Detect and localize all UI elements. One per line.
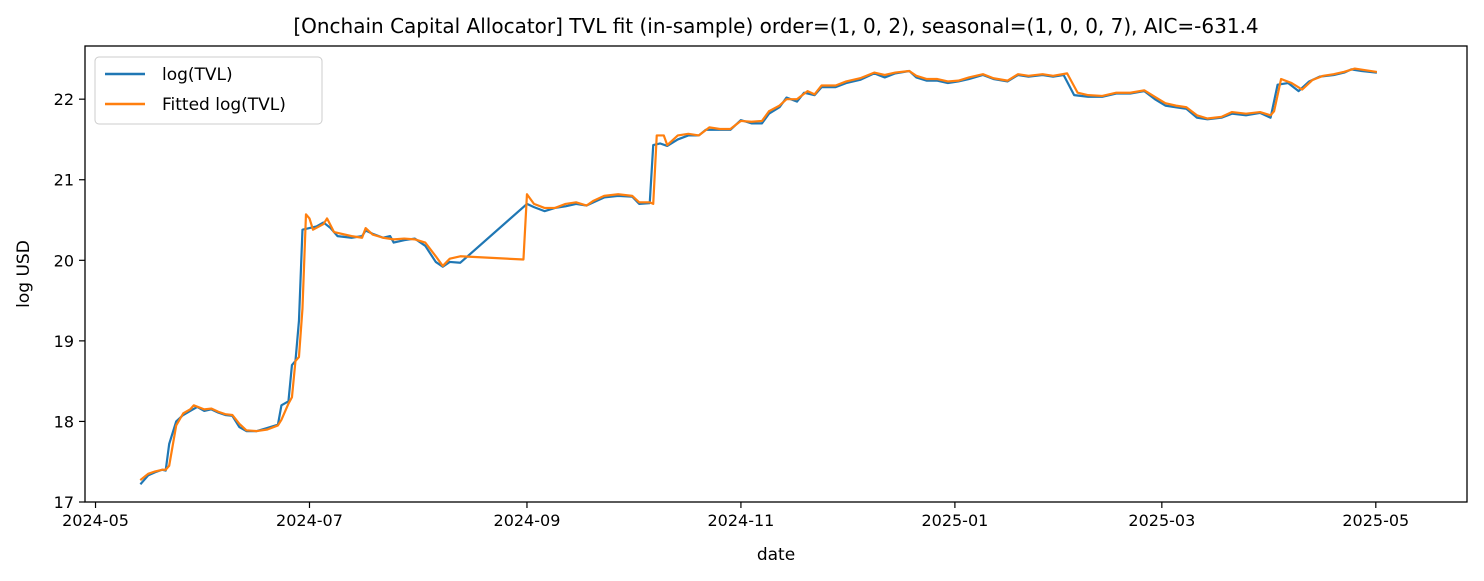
y-axis: 17 18 19 20 21 22 <box>54 90 85 512</box>
legend-label-log-tvl: log(TVL) <box>162 65 233 85</box>
y-tick-label: 17 <box>54 493 74 512</box>
x-tick-label: 2024-07 <box>276 511 343 530</box>
series-line-log-tvl <box>139 68 1378 486</box>
x-tick-label: 2025-01 <box>921 511 988 530</box>
y-tick-label: 21 <box>54 171 74 190</box>
series-line-fitted-log-tvl <box>139 67 1378 481</box>
x-axis: 2024-05 2024-07 2024-09 2024-11 2025-01 2025-… <box>62 502 1409 530</box>
series-layer <box>139 67 1378 486</box>
legend-frame <box>94 56 323 125</box>
legend-label-fitted-log-tvl: Fitted log(TVL) <box>162 95 286 115</box>
y-tick-label: 19 <box>54 332 74 351</box>
y-tick-label: 18 <box>54 412 74 431</box>
legend: log(TVL) Fitted log(TVL) <box>94 56 323 125</box>
x-tick-label: 2025-03 <box>1128 511 1195 530</box>
y-axis-label: log USD <box>14 240 34 308</box>
x-axis-label: date <box>757 545 795 565</box>
x-tick-label: 2024-05 <box>62 511 129 530</box>
x-tick-label: 2024-09 <box>494 511 561 530</box>
y-tick-label: 22 <box>54 90 74 109</box>
plot-frame <box>84 45 1468 503</box>
x-tick-label: 2025-05 <box>1342 511 1409 530</box>
y-tick-label: 20 <box>54 251 74 270</box>
chart-title: [Onchain Capital Allocator] TVL fit (in-… <box>293 14 1258 38</box>
x-tick-label: 2024-11 <box>707 511 774 530</box>
